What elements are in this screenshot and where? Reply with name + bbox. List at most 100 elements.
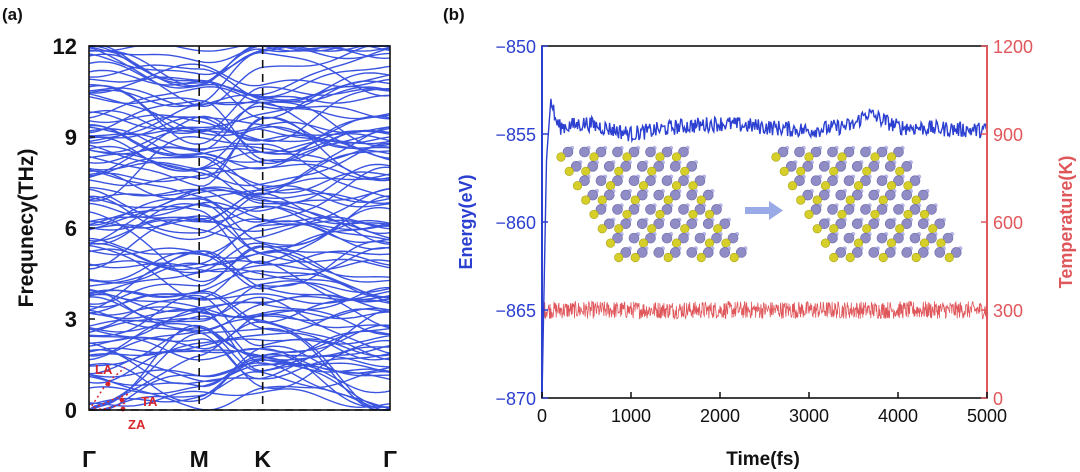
atom-metal bbox=[843, 175, 855, 187]
time-tick-label: 5000 bbox=[967, 406, 1007, 426]
atom-metal bbox=[678, 232, 689, 244]
atom-chalcogen bbox=[903, 181, 913, 191]
phonon-band bbox=[88, 249, 391, 284]
label-za: ZA bbox=[128, 417, 146, 432]
atom-metal bbox=[835, 161, 847, 172]
atom-metal bbox=[661, 232, 673, 244]
atom-metal bbox=[702, 189, 714, 201]
atom-metal bbox=[603, 189, 615, 201]
phonon-band bbox=[88, 76, 391, 103]
atom-chalcogen bbox=[787, 181, 798, 191]
atom-metal bbox=[835, 189, 847, 201]
panel-a-ylabel: Frequnecy(THz) bbox=[15, 149, 38, 308]
atom-chalcogen bbox=[862, 224, 872, 234]
atom-chalcogen bbox=[605, 181, 616, 191]
phonon-band bbox=[88, 308, 391, 320]
atom-metal bbox=[612, 146, 623, 158]
atom-metal bbox=[636, 218, 648, 230]
atom-chalcogen bbox=[829, 166, 839, 176]
atom-chalcogen bbox=[919, 209, 930, 220]
panel-a-y-axis: 0 3 6 9 12 bbox=[53, 34, 95, 423]
time-tick-label: 4000 bbox=[878, 406, 918, 426]
temperature-axis: 0 300 600 900 1200 bbox=[981, 37, 1033, 409]
atom-chalcogen bbox=[696, 195, 706, 205]
time-tick-label: 0 bbox=[537, 406, 547, 426]
atom-chalcogen bbox=[928, 224, 938, 234]
atom-chalcogen bbox=[829, 252, 839, 263]
atom-metal bbox=[901, 189, 913, 201]
y-tick-label: 3 bbox=[65, 307, 77, 332]
atom-chalcogen bbox=[713, 224, 723, 234]
atom-chalcogen bbox=[638, 181, 649, 191]
atom-chalcogen bbox=[919, 238, 930, 248]
atom-chalcogen bbox=[804, 152, 814, 162]
phonon-band bbox=[88, 186, 391, 205]
atom-chalcogen bbox=[853, 181, 864, 191]
phonon-band bbox=[88, 363, 391, 395]
atom-metal bbox=[884, 247, 896, 258]
energy-tick-label: −855 bbox=[495, 125, 536, 145]
atom-metal bbox=[827, 232, 838, 244]
atom-metal bbox=[661, 146, 673, 158]
atom-metal bbox=[926, 204, 937, 215]
atom-chalcogen bbox=[638, 238, 649, 248]
phonon-band bbox=[88, 259, 391, 273]
atom-metal bbox=[669, 189, 681, 201]
phonon-band bbox=[88, 45, 390, 108]
atom-metal bbox=[636, 247, 648, 258]
atom-chalcogen bbox=[936, 238, 946, 248]
atom-chalcogen bbox=[597, 224, 607, 234]
atom-chalcogen bbox=[845, 195, 855, 205]
phonon-band bbox=[88, 99, 391, 163]
atom-metal bbox=[686, 189, 698, 201]
atom-metal bbox=[893, 175, 904, 187]
phonon-band bbox=[88, 293, 391, 308]
atom-metal bbox=[612, 232, 623, 244]
atom-metal bbox=[860, 146, 871, 158]
phonon-band bbox=[88, 186, 391, 212]
phonon-band bbox=[88, 86, 391, 120]
atom-metal bbox=[818, 218, 830, 230]
atom-metal bbox=[612, 175, 623, 187]
atom-metal bbox=[851, 247, 863, 258]
atom-chalcogen bbox=[688, 181, 698, 191]
atom-metal bbox=[818, 189, 830, 201]
phonon-band bbox=[88, 388, 391, 409]
kpoint-label: Γ bbox=[82, 446, 96, 472]
atom-chalcogen bbox=[605, 238, 616, 248]
atom-metal bbox=[818, 161, 830, 172]
atom-chalcogen bbox=[614, 224, 624, 234]
atom-chalcogen bbox=[944, 252, 954, 263]
label-la: LA bbox=[95, 362, 113, 377]
atom-metal bbox=[686, 218, 698, 230]
atom-metal bbox=[562, 146, 574, 158]
phonon-band bbox=[88, 348, 391, 385]
acoustic-point bbox=[105, 381, 111, 387]
phonon-band bbox=[88, 355, 391, 403]
atom-chalcogen bbox=[655, 152, 665, 162]
atom-metal bbox=[917, 247, 929, 258]
phonon-band bbox=[88, 188, 391, 234]
energy-line bbox=[541, 98, 988, 399]
time-axis: 0 1000 2000 3000 4000 5000 bbox=[537, 392, 1007, 426]
atom-metal bbox=[860, 204, 871, 215]
atom-chalcogen bbox=[837, 152, 847, 162]
atom-metal bbox=[794, 175, 805, 187]
atom-metal bbox=[636, 189, 648, 201]
atom-metal bbox=[868, 247, 880, 258]
atom-chalcogen bbox=[581, 195, 591, 205]
atom-chalcogen bbox=[581, 166, 591, 176]
atom-metal bbox=[678, 204, 689, 215]
atom-chalcogen bbox=[862, 166, 872, 176]
panel-b: (b) Energy(eV) Temperature(K) Time(fs) −… bbox=[443, 5, 1076, 470]
atom-chalcogen bbox=[671, 152, 682, 162]
atom-metal bbox=[628, 146, 640, 158]
atom-chalcogen bbox=[671, 181, 682, 191]
atom-metal bbox=[876, 204, 888, 215]
structure-inset bbox=[556, 145, 963, 263]
atom-metal bbox=[868, 189, 880, 201]
atom-metal bbox=[777, 146, 789, 158]
atom-metal bbox=[694, 232, 706, 244]
panel-b-ylabel-left: Energy(eV) bbox=[456, 174, 476, 269]
